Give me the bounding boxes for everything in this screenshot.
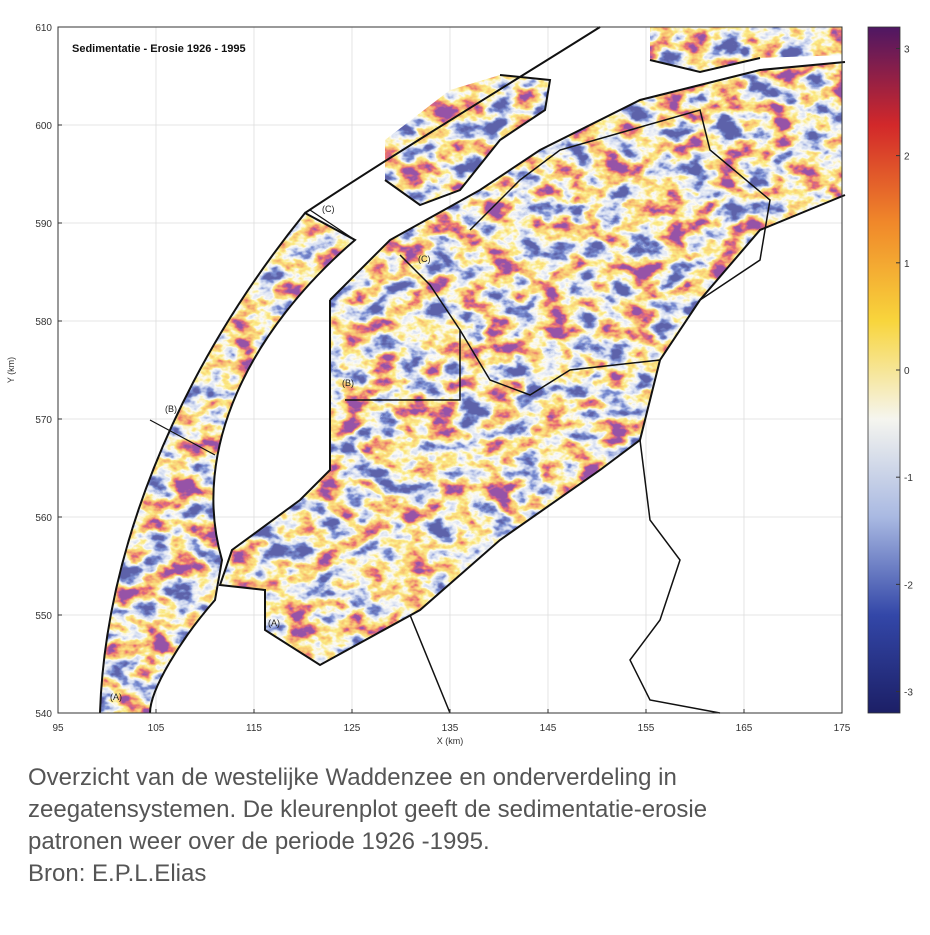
colorbar-tick-label: 0: [904, 366, 910, 377]
x-tick-label: 135: [442, 723, 459, 734]
y-axis-label: Y (km): [6, 357, 16, 383]
x-tick-label: 145: [540, 723, 557, 734]
caption-line: Overzicht van de westelijke Waddenzee en…: [28, 764, 677, 791]
x-tick-label: 105: [148, 723, 165, 734]
y-tick-label: 590: [35, 219, 52, 230]
x-tick-label: 155: [638, 723, 655, 734]
x-tick-label: 115: [246, 723, 262, 734]
region-label: (C): [418, 254, 431, 264]
caption-line: zeegatensystemen. De kleurenplot geeft d…: [28, 796, 707, 823]
colorbar-tick-label: -1: [904, 473, 913, 484]
y-tick-label: 610: [35, 23, 52, 34]
y-tick-label: 540: [35, 709, 52, 720]
colorbar-tick-label: 1: [904, 259, 910, 270]
y-tick-label: 600: [35, 121, 52, 132]
region-labels: (C) (C) (B) (B) (A) (A): [110, 204, 431, 702]
colorbar: [867, 26, 901, 714]
x-tick-label: 165: [736, 723, 753, 734]
y-tick-label: 580: [35, 317, 52, 328]
region-label: (C): [322, 204, 335, 214]
chart-title: Sedimentatie - Erosie 1926 - 1995: [72, 43, 246, 55]
caption-line: Bron: E.P.L.Elias: [28, 860, 206, 887]
region-label: (B): [342, 378, 354, 388]
caption-line: patronen weer over de periode 1926 -1995…: [28, 828, 490, 855]
colorbar-tick-label: 3: [904, 44, 910, 55]
y-tick-label: 560: [35, 513, 52, 524]
x-tick-label: 175: [834, 723, 851, 734]
y-tick-label: 550: [35, 611, 52, 622]
caption: Overzicht van de westelijke Waddenzee en…: [28, 764, 707, 887]
region-label: (B): [165, 404, 177, 414]
y-tick-label: 570: [35, 415, 52, 426]
colorbar-tick-label: -2: [904, 580, 913, 591]
colorbar-tick-label: 2: [904, 152, 910, 163]
x-tick-label: 95: [52, 723, 64, 734]
coastlines: [99, 26, 846, 714]
colorbar-tick-label: -3: [904, 688, 913, 699]
region-label: (A): [110, 692, 122, 702]
region-label: (A): [268, 618, 280, 628]
x-axis-label: X (km): [437, 736, 464, 746]
x-tick-label: 125: [344, 723, 361, 734]
